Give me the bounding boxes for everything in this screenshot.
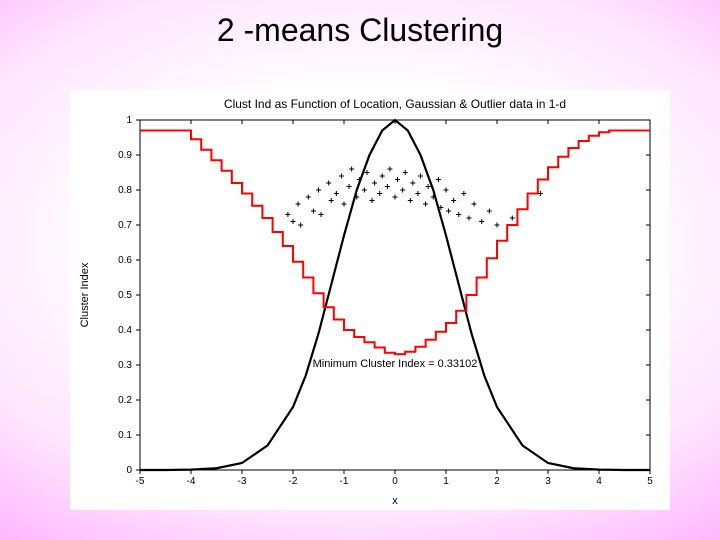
svg-text:x: x bbox=[392, 495, 398, 507]
svg-text:-1: -1 bbox=[340, 476, 349, 487]
slide-title: 2 -means Clustering bbox=[0, 12, 720, 49]
svg-text:Minimum Cluster Index = 0.3310: Minimum Cluster Index = 0.33102 bbox=[313, 358, 478, 370]
svg-text:2: 2 bbox=[494, 476, 500, 487]
svg-text:Cluster Index: Cluster Index bbox=[79, 262, 91, 327]
svg-text:5: 5 bbox=[647, 476, 653, 487]
svg-text:0.4: 0.4 bbox=[118, 325, 132, 336]
svg-text:-2: -2 bbox=[289, 476, 298, 487]
svg-text:0: 0 bbox=[126, 465, 132, 476]
svg-text:4: 4 bbox=[596, 476, 602, 487]
svg-text:0.6: 0.6 bbox=[118, 255, 132, 266]
svg-text:0.2: 0.2 bbox=[118, 395, 132, 406]
chart-svg: -5 -4 -3 -2 -1 0 1 2 3 4 5 0 0.1 0.2 0.3 0.4 0.5 0.6 0.7 0.… bbox=[70, 90, 670, 510]
svg-text:-3: -3 bbox=[238, 476, 247, 487]
svg-text:-5: -5 bbox=[136, 476, 145, 487]
svg-text:Clust Ind as Function of Locat: Clust Ind as Function of Location, Gauss… bbox=[224, 97, 566, 111]
svg-text:0.7: 0.7 bbox=[118, 220, 132, 231]
svg-text:0.5: 0.5 bbox=[118, 290, 132, 301]
svg-text:0.8: 0.8 bbox=[118, 185, 132, 196]
svg-text:0.1: 0.1 bbox=[118, 430, 132, 441]
slide: 2 -means Clustering -5 -4 -3 -2 -1 0 1 2 3 4 5 0 0.1… bbox=[0, 0, 720, 540]
svg-text:-4: -4 bbox=[187, 476, 196, 487]
svg-text:0.3: 0.3 bbox=[118, 360, 132, 371]
chart-container: -5 -4 -3 -2 -1 0 1 2 3 4 5 0 0.1 0.2 0.3 0.4 0.5 0.6 0.7 0.… bbox=[70, 90, 670, 510]
svg-text:1: 1 bbox=[126, 115, 132, 126]
svg-text:0: 0 bbox=[392, 476, 398, 487]
svg-text:3: 3 bbox=[545, 476, 551, 487]
svg-text:0.9: 0.9 bbox=[118, 150, 132, 161]
svg-text:1: 1 bbox=[443, 476, 449, 487]
